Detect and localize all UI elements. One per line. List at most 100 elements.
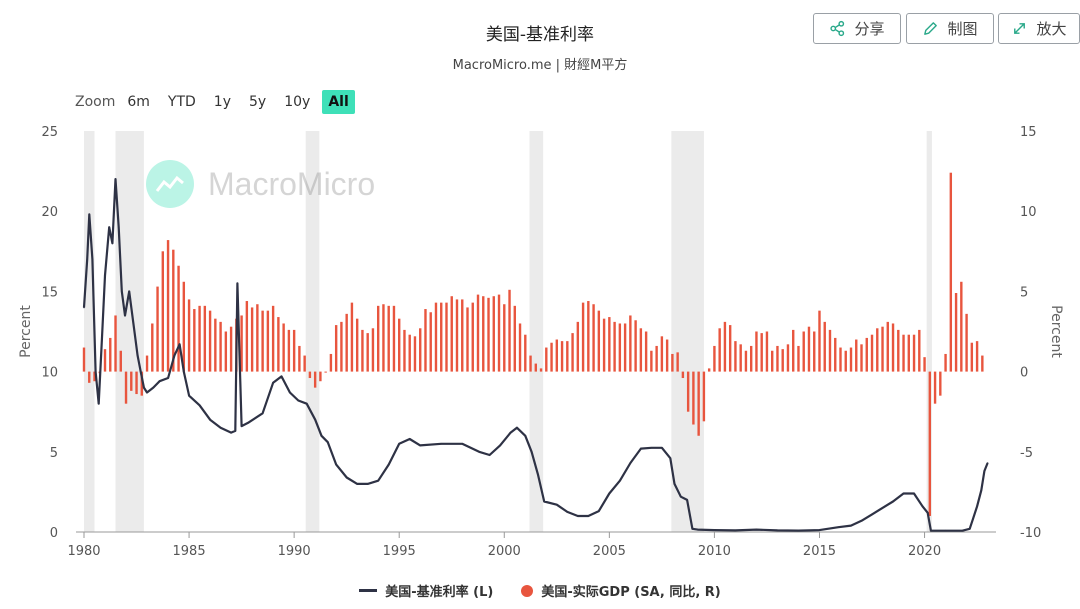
rate-point (755, 528, 758, 531)
y-left-tick-label: 10 (41, 366, 58, 381)
gdp-bar (629, 315, 632, 372)
rate-point (976, 505, 978, 508)
draw-button[interactable]: 制图 (906, 13, 994, 44)
rate-point (598, 510, 600, 512)
rate-point (850, 524, 852, 527)
gdp-bar (781, 349, 784, 372)
y-right-axis-title: Percent (1048, 305, 1064, 358)
chart-legend: 美国-基准利率 (L) 美国-实际GDP (SA, 同比, R) (0, 581, 1080, 600)
rate-point (83, 306, 85, 309)
rate-point (968, 527, 971, 530)
gdp-bar (313, 371, 317, 388)
zoom-10y-button[interactable]: 10y (284, 93, 311, 110)
gdp-bar (455, 299, 459, 372)
gdp-bar (476, 294, 480, 372)
gdp-bar (229, 326, 233, 372)
legend-item-gdp[interactable]: 美国-实际GDP (SA, 同比, R) (521, 581, 721, 600)
gdp-bar (503, 304, 506, 372)
gdp-bar (482, 296, 485, 372)
gdp-bar (419, 328, 422, 372)
gdp-bar (245, 301, 249, 372)
gdp-bar (114, 315, 117, 372)
gdp-bar (634, 320, 637, 372)
expand-button[interactable]: 放大 (998, 13, 1080, 44)
gdp-bar (639, 328, 643, 372)
rate-point (926, 511, 929, 514)
rate-point (818, 529, 821, 531)
gdp-bar (760, 333, 763, 372)
rate-point (108, 226, 111, 229)
gdp-bar (560, 341, 564, 372)
rate-point (650, 446, 653, 449)
rate-point (158, 380, 161, 383)
zoom-5y-button[interactable]: 5y (249, 93, 267, 110)
rate-point (240, 425, 243, 427)
gdp-bar (434, 302, 438, 372)
gdp-bar (103, 349, 107, 372)
zoom-1y-button[interactable]: 1y (213, 93, 231, 110)
rate-point (377, 479, 379, 482)
rate-point (111, 242, 114, 245)
gdp-bar (665, 339, 669, 372)
gdp-bar (282, 323, 285, 372)
gdp-bar (944, 353, 947, 372)
gdp-bar (497, 294, 501, 372)
rate-point (408, 438, 411, 440)
rate-point (326, 441, 329, 443)
rate-point (136, 354, 139, 357)
gdp-bar (954, 293, 958, 372)
rate-point (419, 444, 422, 447)
rate-point (509, 431, 512, 434)
rate-point (734, 529, 737, 532)
zoom-all-button[interactable]: All (322, 89, 355, 114)
gdp-bar (340, 321, 343, 372)
rate-point (478, 451, 480, 453)
rate-point (673, 483, 676, 485)
rate-point (198, 404, 201, 407)
recession-band (671, 131, 704, 532)
gdp-bar (855, 339, 858, 372)
gdp-bar (755, 331, 758, 372)
gdp-bar (555, 339, 559, 372)
share-button[interactable]: 分享 (813, 13, 901, 44)
rate-point (696, 528, 699, 531)
legend-item-rate[interactable]: 美国-基准利率 (L) (359, 581, 493, 600)
y-left-tick-label: 15 (41, 285, 58, 300)
rate-point (629, 462, 632, 464)
share-icon (830, 20, 845, 37)
gdp-bar (749, 345, 753, 372)
gdp-bar (676, 352, 679, 372)
gdp-bar (355, 318, 359, 372)
y-right-tick-label: -10 (1020, 526, 1041, 541)
y-right-tick-label: 5 (1020, 285, 1028, 300)
legend-label-rate: 美国-基准利率 (L) (385, 585, 494, 600)
y-left-tick-label: 5 (50, 446, 58, 461)
gdp-bar (592, 304, 595, 372)
rate-point (209, 418, 211, 421)
gdp-bar (618, 323, 622, 372)
zoom-ytd-button[interactable]: YTD (167, 93, 196, 110)
gdp-bar (876, 328, 879, 372)
draw-label: 制图 (947, 20, 978, 38)
rate-point (366, 483, 369, 485)
gdp-bar (466, 307, 469, 372)
gdp-bar (839, 347, 842, 372)
rate-point (871, 513, 873, 516)
rate-point (97, 402, 100, 405)
gdp-bar (933, 371, 937, 404)
rate-point (104, 274, 106, 277)
gdp-bar (707, 368, 711, 372)
rate-point (930, 529, 932, 532)
rate-point (139, 370, 142, 373)
rate-point (530, 451, 533, 453)
gdp-bar (918, 329, 921, 372)
gdp-bar (844, 350, 847, 372)
zoom-6m-button[interactable]: 6m (127, 93, 150, 110)
rate-point (387, 463, 390, 466)
gdp-bar (124, 371, 128, 404)
rate-point (247, 422, 249, 424)
rate-point (516, 426, 518, 429)
rate-point (972, 518, 974, 520)
gdp-bar (534, 363, 537, 372)
watermark: MacroMicro (146, 160, 375, 208)
